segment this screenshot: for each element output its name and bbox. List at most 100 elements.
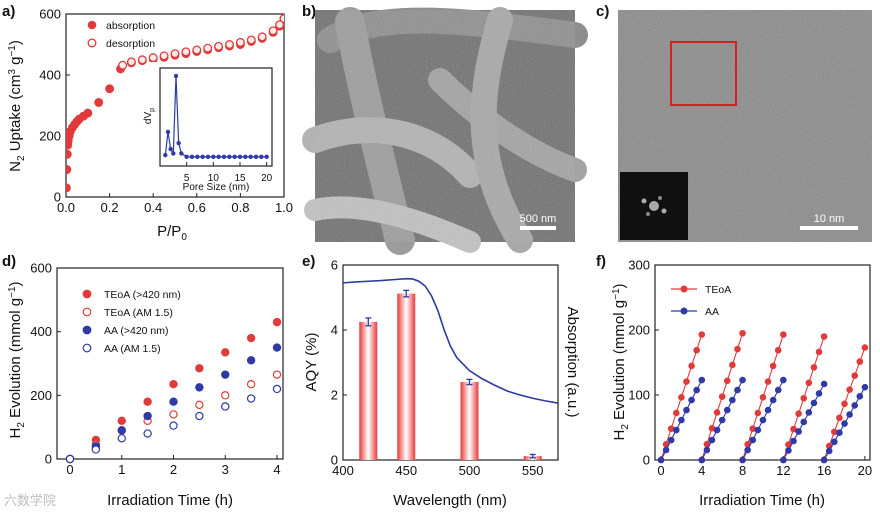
legend-label-desorption: desorption	[106, 38, 155, 50]
panel-d-legend: TEoA (>420 nm) TEoA (AM 1.5) AA (>420 nm) A…	[82, 289, 181, 355]
data-point-absorption	[66, 183, 71, 193]
data-point-AA (>420 nm)	[117, 426, 126, 435]
data-point-AA (AM 1.5)	[169, 421, 178, 430]
inset-data-point	[253, 154, 259, 160]
data-point-desorption	[170, 49, 180, 59]
legend-marker-TEoA	[680, 285, 688, 293]
data-point-AA	[836, 429, 843, 437]
data-point-AA	[800, 418, 808, 426]
panel-e-y-tick-label: 0	[331, 453, 338, 468]
panel-d-x-tick-label: 1	[118, 462, 125, 477]
data-point-AA	[657, 456, 665, 464]
fft-inset	[620, 172, 688, 240]
data-point-desorption	[203, 43, 213, 53]
legend-marker-TEoA (AM 1.5)	[82, 307, 92, 317]
panel-a-y-tick-label: 0	[54, 190, 61, 205]
inset-data-point	[195, 154, 200, 160]
data-point-TEoA	[754, 409, 762, 417]
panel-f-x-tick-label: 8	[739, 463, 746, 478]
legend-label-AA (AM 1.5): AA (AM 1.5)	[104, 343, 161, 355]
legend-marker-AA (AM 1.5)	[82, 343, 92, 353]
inset-data-point	[259, 154, 264, 160]
data-point-AA	[841, 420, 848, 427]
data-point-TEoA	[764, 378, 772, 385]
data-point-AA	[785, 447, 792, 454]
data-point-desorption	[214, 41, 224, 51]
legend-marker-AA	[680, 307, 688, 315]
data-point-AA	[683, 406, 690, 414]
data-point-TEoA	[729, 361, 736, 369]
inset-data-point	[211, 154, 216, 160]
data-point-TEoA	[713, 409, 721, 416]
data-point-TEoA	[718, 393, 726, 400]
data-point-AA	[846, 411, 853, 418]
inset-data-point	[200, 154, 205, 160]
data-point-AA (>420 nm)	[195, 383, 204, 392]
data-point-AA	[759, 416, 767, 424]
inset-data-point	[163, 152, 168, 158]
panel-e-y-axis-title: AQY (%)	[303, 333, 320, 392]
inset-x-tick-label: 15	[234, 173, 246, 184]
data-point-AA	[678, 416, 685, 424]
data-point-AA	[805, 409, 813, 416]
data-point-AA	[810, 399, 818, 407]
panel-label-f: f)	[596, 253, 606, 270]
data-point-AA	[698, 456, 706, 464]
panel-d-y-ticks: 0 200 400 600	[30, 261, 61, 467]
inset-data-point	[179, 151, 184, 156]
panel-e-x-tick-label: 550	[522, 463, 544, 478]
data-point-TEoA	[780, 331, 787, 338]
inset-data-point	[189, 154, 195, 160]
panel-f-legend: TEoA AA	[671, 284, 731, 318]
data-point-absorption	[66, 165, 72, 174]
data-point-desorption	[225, 40, 234, 49]
data-point-TEoA (>420 nm)	[246, 333, 256, 343]
data-point-TEoA	[683, 378, 690, 385]
data-point-TEoA (AM 1.5)	[169, 410, 178, 419]
panel-e-y-tick-label: 6	[331, 258, 338, 273]
aqy-bar	[359, 321, 378, 460]
data-point-desorption	[268, 26, 278, 36]
panel-e-bars	[359, 289, 542, 460]
data-point-AA	[693, 386, 700, 394]
data-point-AA	[754, 426, 762, 434]
data-point-AA	[764, 406, 772, 414]
panel-f-x-tick-label: 12	[776, 463, 790, 478]
inset-data-point	[216, 154, 221, 160]
panel-e-absorption-curve	[343, 277, 558, 404]
data-point-AA	[688, 396, 695, 404]
inset-data-point	[237, 154, 243, 160]
data-point-AA	[729, 396, 736, 404]
panel-d-x-tick-label: 3	[222, 462, 229, 477]
data-point-AA	[708, 436, 716, 444]
panel-e-y-tick-label: 4	[331, 323, 338, 338]
panel-d-x-tick-label: 4	[273, 462, 280, 477]
panel-f-x-ticks: 0 4 8 12 16 20	[657, 456, 872, 478]
data-point-AA (AM 1.5)	[221, 402, 230, 411]
panel-e-x-axis-title: Wavelength (nm)	[393, 492, 507, 509]
data-point-TEoA	[774, 346, 782, 354]
data-point-AA	[744, 446, 751, 454]
panel-label-b: b)	[302, 3, 316, 20]
panel-e-aqy-chart: e) 0 2 4 6 400 450 500 550 AQY (%) Absorption …	[302, 253, 581, 509]
legend-label-AA (>420 nm): AA (>420 nm)	[104, 325, 169, 337]
panel-a-y-ticks: 0 200 400 600	[39, 7, 70, 205]
data-point-TEoA	[693, 346, 700, 354]
tem-scale-label: 10 nm	[814, 213, 845, 225]
panel-f-x-tick-label: 16	[817, 463, 831, 478]
inset-data-point	[168, 146, 173, 152]
panel-d-x-tick-label: 0	[66, 462, 73, 477]
data-point-AA	[831, 438, 838, 446]
panel-c-tem-image: c) 10 nm	[596, 3, 872, 242]
data-point-desorption	[192, 45, 202, 55]
data-point-TEoA	[841, 400, 848, 408]
data-point-TEoA	[810, 364, 818, 371]
data-point-TEoA	[846, 386, 853, 394]
inset-x-axis-title: Pore Size (nm)	[183, 182, 250, 193]
data-point-TEoA	[672, 409, 680, 417]
data-point-TEoA	[723, 377, 731, 385]
inset-data-point	[221, 154, 227, 160]
data-point-TEoA	[851, 372, 859, 379]
panel-a-plot-frame	[65, 13, 285, 198]
data-point-AA	[780, 376, 787, 384]
